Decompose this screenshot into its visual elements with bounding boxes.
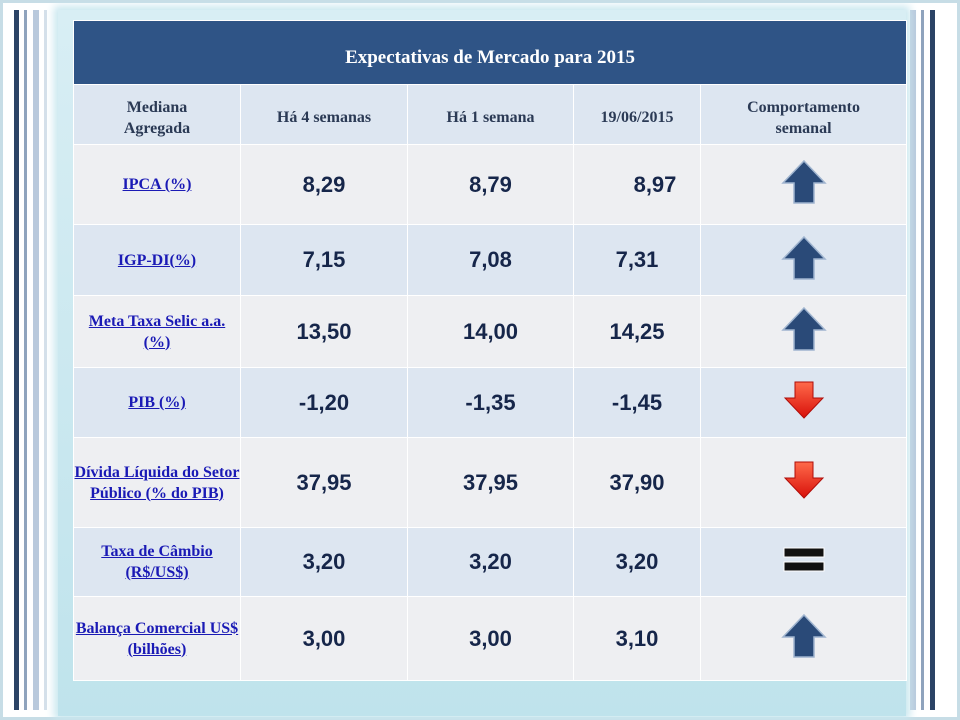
down-arrow-icon — [783, 381, 824, 419]
down-arrow-icon — [783, 461, 824, 499]
value-4-weeks: -1,20 — [240, 367, 408, 438]
col-header-date: 19/06/2015 — [573, 84, 701, 145]
indicator-link-ipca[interactable]: IPCA (%) — [73, 144, 241, 225]
indicator-link-divida[interactable]: Dívida Líquida do Setor Público (% do PI… — [73, 437, 241, 528]
value-4-weeks: 3,20 — [240, 527, 408, 597]
indicator-link-cambio[interactable]: Taxa de Câmbio (R$/US$) — [73, 527, 241, 597]
decor-stripe — [24, 10, 27, 710]
value-date: 3,10 — [573, 596, 701, 681]
expectations-table: Expectativas de Mercado para 2015 Median… — [72, 20, 908, 681]
up-arrow-icon — [780, 235, 827, 280]
value-date: -1,45 — [573, 367, 701, 438]
value-4-weeks: 8,29 — [240, 144, 408, 225]
value-date: 7,31 — [573, 224, 701, 296]
header-row: Mediana Agregada Há 4 semanas Há 1 seman… — [73, 84, 908, 145]
value-date: 3,20 — [573, 527, 701, 597]
value-1-week: 3,00 — [407, 596, 574, 681]
decor-stripe — [910, 10, 916, 710]
table-row: Balança Comercial US$ (bilhões) 3,00 3,0… — [73, 596, 908, 681]
table-title: Expectativas de Mercado para 2015 — [72, 20, 908, 85]
value-4-weeks: 37,95 — [240, 437, 408, 528]
up-arrow-icon — [780, 306, 827, 351]
col-header-trend: Comportamento semanal — [699, 84, 908, 145]
up-arrow-icon — [780, 613, 827, 658]
table-row: Meta Taxa Selic a.a. (%) 13,50 14,00 14,… — [73, 295, 908, 368]
col-header-1-week: Há 1 semana — [407, 84, 574, 145]
decor-stripe — [33, 10, 39, 710]
value-4-weeks: 7,15 — [240, 224, 408, 296]
title-row: Expectativas de Mercado para 2015 — [72, 20, 908, 85]
decor-stripe — [921, 10, 924, 710]
decor-stripe — [44, 10, 47, 710]
indicator-link-pib[interactable]: PIB (%) — [73, 367, 241, 438]
value-1-week: -1,35 — [407, 367, 574, 438]
value-1-week: 14,00 — [407, 295, 574, 368]
decor-stripe — [930, 10, 935, 710]
value-1-week: 7,08 — [407, 224, 574, 296]
value-1-week: 3,20 — [407, 527, 574, 597]
value-1-week: 37,95 — [407, 437, 574, 528]
value-date: 14,25 — [573, 295, 701, 368]
value-date: 8,97 — [573, 144, 701, 225]
col-header-median: Mediana Agregada — [73, 84, 241, 145]
table-row: IPCA (%) 8,29 8,79 8,97 — [73, 144, 908, 225]
value-4-weeks: 13,50 — [240, 295, 408, 368]
indicator-link-balanca[interactable]: Balança Comercial US$ (bilhões) — [73, 596, 241, 681]
value-1-week: 8,79 — [407, 144, 574, 225]
indicator-link-selic[interactable]: Meta Taxa Selic a.a. (%) — [73, 295, 241, 368]
equal-icon — [783, 547, 825, 571]
table-row: Dívida Líquida do Setor Público (% do PI… — [73, 437, 908, 528]
value-date: 37,90 — [573, 437, 701, 528]
table-row: Taxa de Câmbio (R$/US$) 3,20 3,20 3,20 — [73, 527, 908, 597]
indicator-link-igp-di[interactable]: IGP-DI(%) — [73, 224, 241, 296]
col-header-4-weeks: Há 4 semanas — [240, 84, 408, 145]
table-row: IGP-DI(%) 7,15 7,08 7,31 — [73, 224, 908, 296]
decor-stripe — [14, 10, 19, 710]
table-row: PIB (%) -1,20 -1,35 -1,45 — [73, 367, 908, 438]
value-4-weeks: 3,00 — [240, 596, 408, 681]
up-arrow-icon — [780, 159, 827, 204]
